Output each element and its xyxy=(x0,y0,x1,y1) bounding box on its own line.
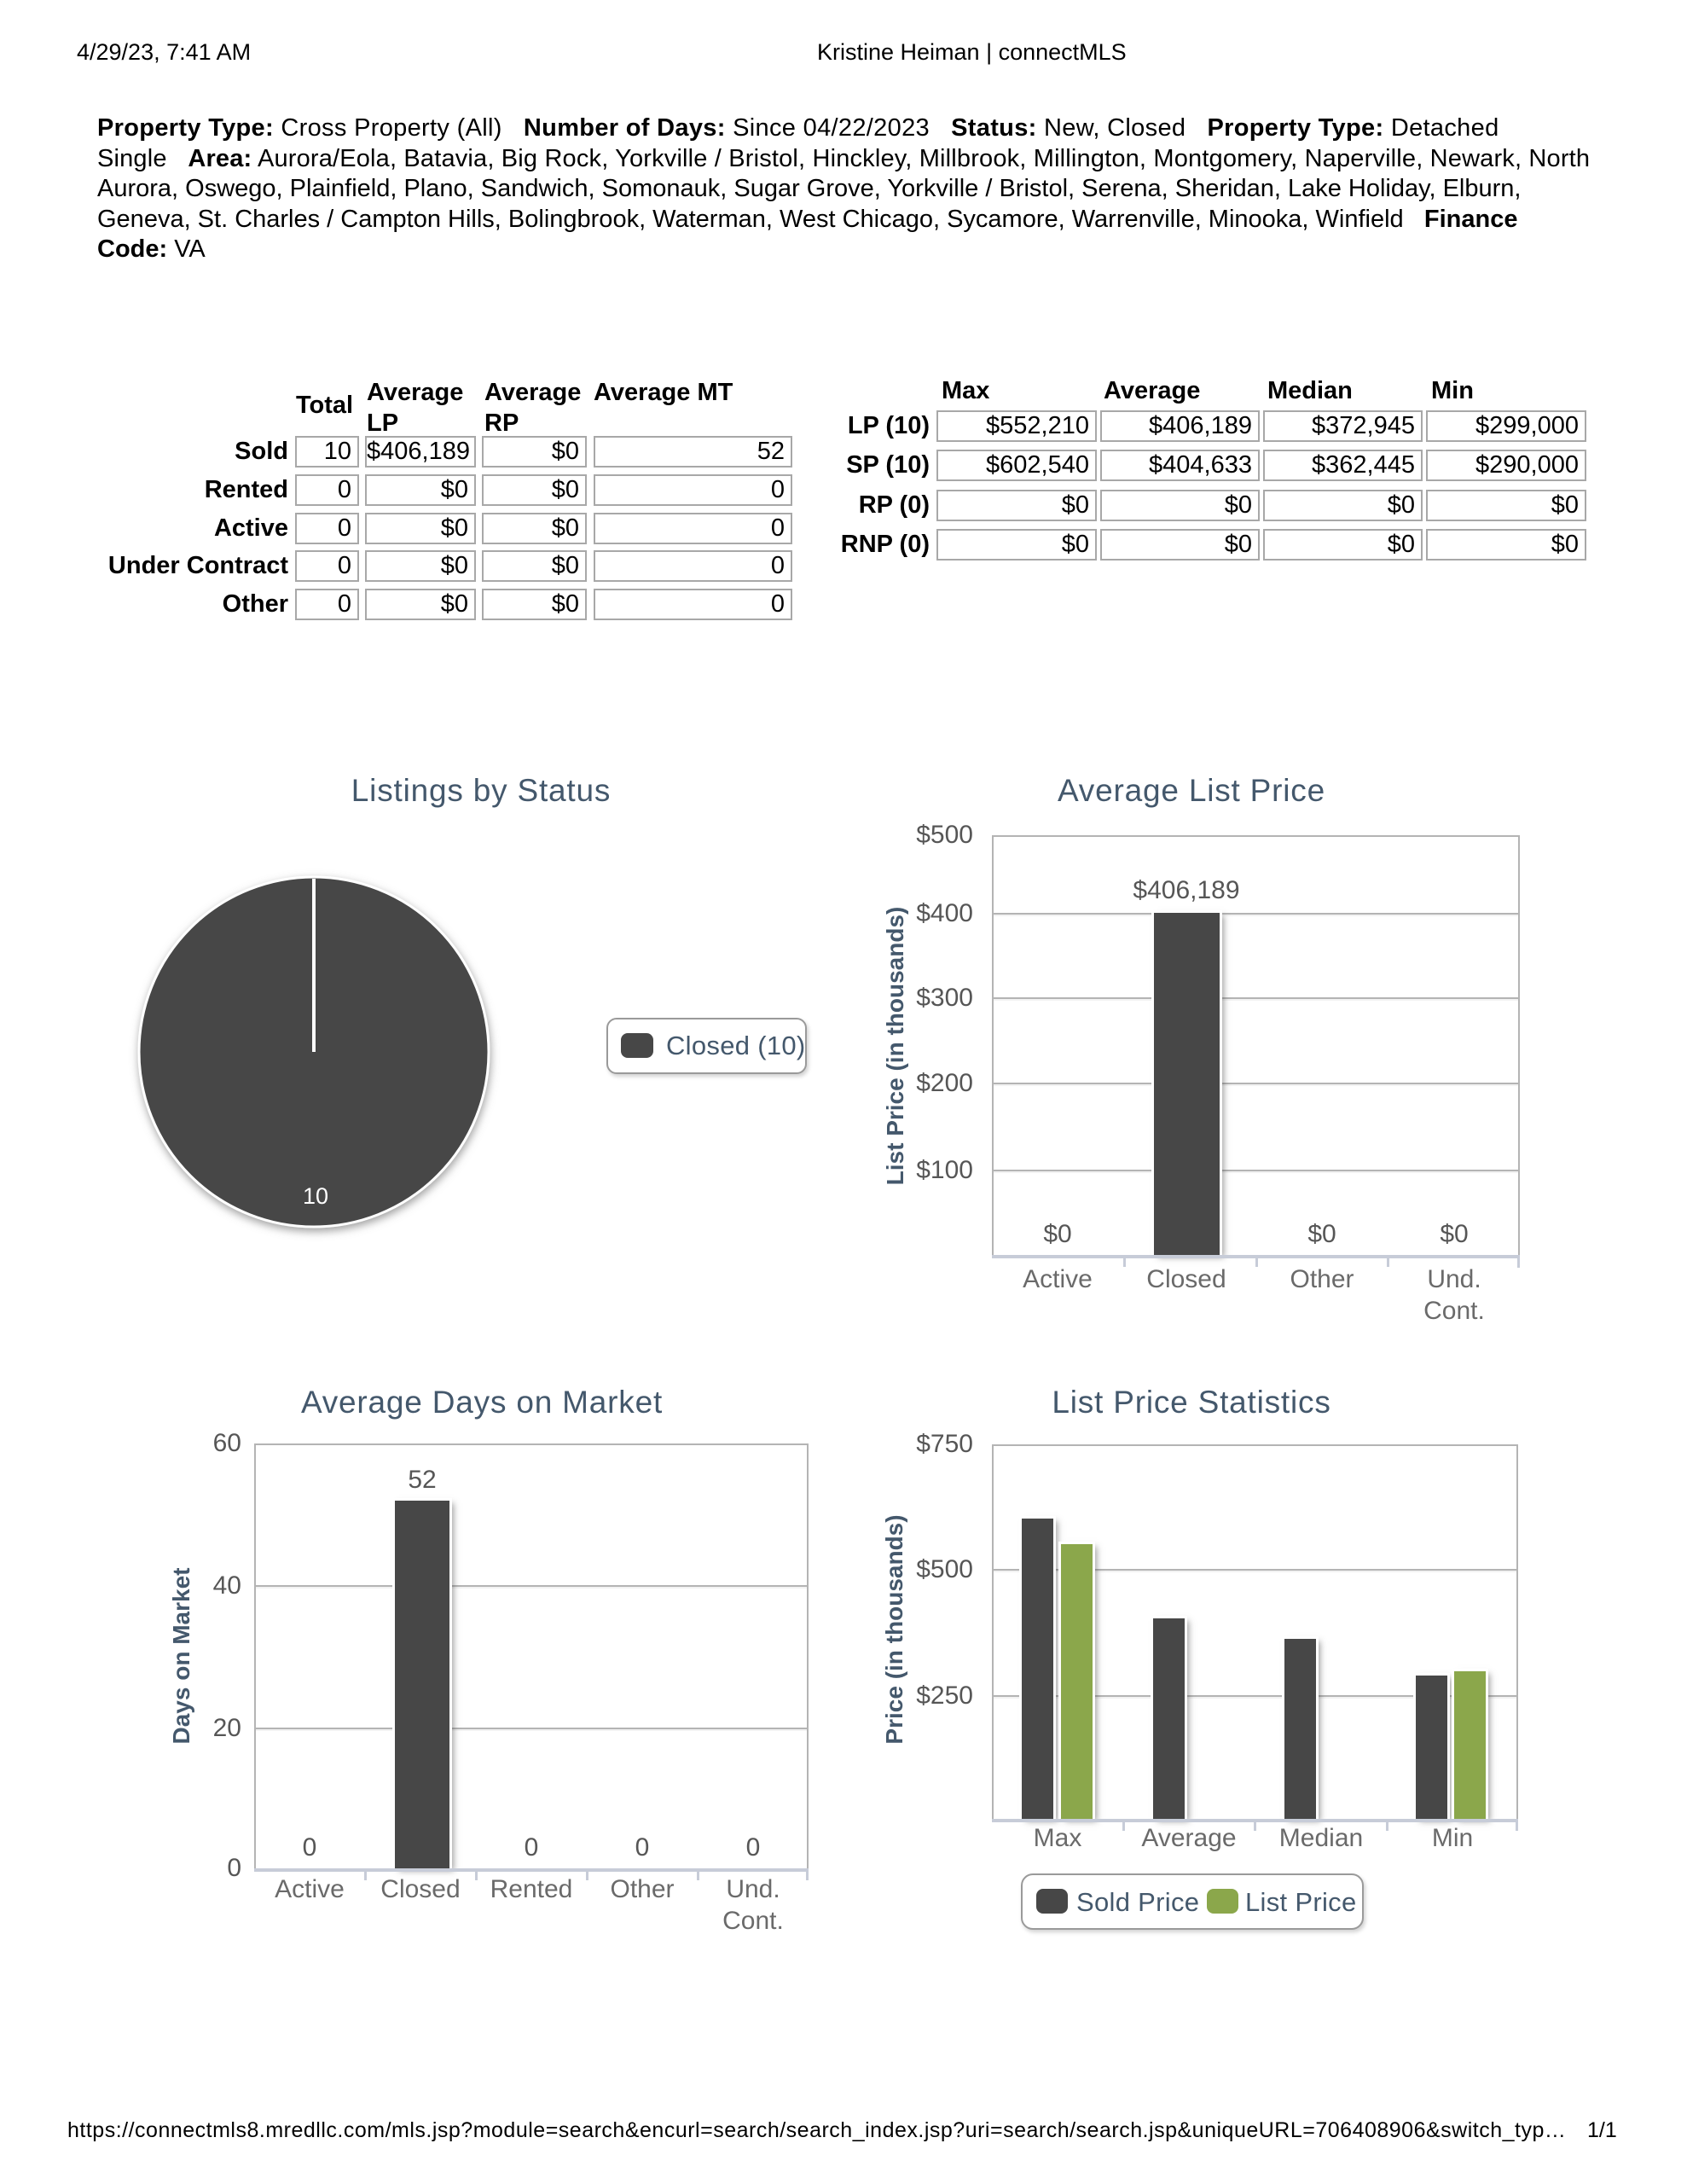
svg-text:10: 10 xyxy=(303,1183,328,1209)
